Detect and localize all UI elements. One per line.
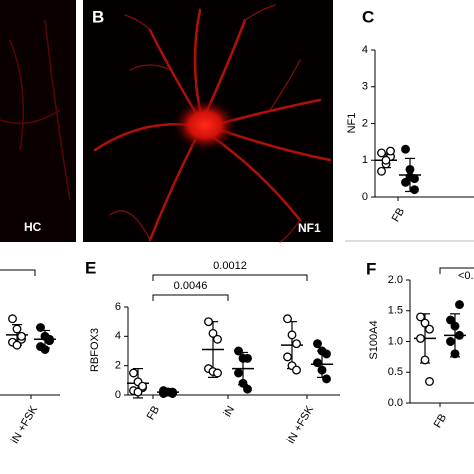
data-point — [283, 352, 292, 362]
data-point — [234, 346, 243, 356]
y-tick-label: 0 — [115, 389, 121, 401]
data-point — [386, 146, 395, 156]
y-tick-label: 3 — [362, 81, 368, 93]
data-point — [204, 317, 213, 327]
data-point — [243, 384, 252, 394]
data-point — [416, 312, 425, 322]
data-point — [283, 314, 292, 324]
y-tick-label: 0 — [362, 191, 368, 203]
y-axis-title: NF1 — [346, 113, 358, 134]
data-point — [238, 378, 248, 388]
data-point — [405, 164, 415, 174]
data-point — [129, 368, 138, 378]
data-point — [450, 349, 460, 359]
panel-letter: E — [85, 258, 96, 277]
data-point — [138, 381, 147, 391]
soma — [173, 99, 237, 151]
neurites — [0, 19, 71, 201]
data-point — [234, 368, 243, 378]
y-tick-label: 1 — [362, 154, 368, 166]
data-point — [455, 300, 464, 310]
y-tick-label: 4 — [362, 44, 368, 56]
data-point — [420, 318, 430, 328]
data-point — [401, 144, 410, 154]
y-tick-label: 6 — [115, 301, 121, 313]
data-point — [446, 337, 455, 346]
data-point — [425, 377, 434, 386]
data-point — [317, 365, 327, 375]
data-point — [133, 387, 143, 397]
significance-bracket — [439, 267, 474, 274]
data-point — [410, 185, 419, 195]
neuron — [93, 4, 332, 243]
x-tick-label: iN — [222, 404, 238, 419]
data-point — [12, 340, 22, 350]
data-point — [292, 339, 301, 349]
x-tick-label: iN +FSK — [9, 403, 40, 445]
x-tick-label: FB — [432, 412, 449, 430]
data-point — [208, 328, 218, 338]
data-point — [8, 314, 17, 324]
y-tick-label: 2 — [115, 360, 121, 372]
panel-letter: F — [366, 259, 376, 278]
image-caption: NF1 — [298, 221, 321, 235]
panel-letter: B — [92, 7, 104, 26]
image-caption: HC — [24, 220, 42, 234]
significance-bracket — [152, 274, 308, 281]
p-value: 0.0046 — [174, 280, 208, 292]
data-point — [168, 389, 177, 398]
panel-letter: C — [362, 7, 374, 26]
y-tick-label: 1.5 — [388, 305, 403, 317]
p-value: 0.0012 — [213, 260, 247, 272]
y-tick-label: 4 — [115, 330, 121, 342]
p-value: <0.0 — [458, 270, 474, 282]
data-point — [313, 358, 322, 368]
data-point — [401, 177, 410, 187]
data-point — [213, 368, 222, 378]
data-point — [292, 365, 301, 375]
data-point — [377, 166, 386, 176]
data-point — [322, 349, 331, 359]
data-point — [377, 148, 386, 158]
y-axis-title: S100A4 — [368, 320, 380, 359]
data-point — [322, 374, 331, 384]
significance-bracket — [152, 294, 229, 301]
data-point — [416, 333, 425, 343]
data-point — [45, 334, 54, 344]
y-tick-label: 2.0 — [388, 274, 403, 286]
y-tick-label: 2 — [362, 117, 368, 129]
x-tick-label: iN +FSK — [285, 403, 316, 445]
data-point — [420, 355, 430, 365]
x-tick-label: FB — [145, 404, 162, 422]
data-point — [36, 323, 45, 332]
data-point — [410, 174, 419, 184]
data-point — [446, 315, 455, 325]
data-point — [213, 334, 222, 344]
y-tick-label: 0.5 — [388, 366, 403, 378]
data-point — [313, 339, 322, 349]
y-tick-label: 1.0 — [388, 335, 403, 347]
data-point — [12, 324, 22, 334]
data-point — [450, 321, 460, 331]
data-point — [17, 331, 26, 341]
y-tick-label: 0.0 — [388, 397, 403, 409]
data-point — [287, 330, 297, 340]
x-tick-label: FB — [390, 206, 407, 224]
significance-bracket — [0, 269, 36, 276]
data-point — [381, 155, 391, 165]
data-point — [243, 353, 252, 363]
data-point — [455, 330, 464, 340]
data-point — [425, 324, 434, 334]
data-point — [40, 345, 50, 354]
y-axis-title: RBFOX3 — [89, 328, 101, 372]
